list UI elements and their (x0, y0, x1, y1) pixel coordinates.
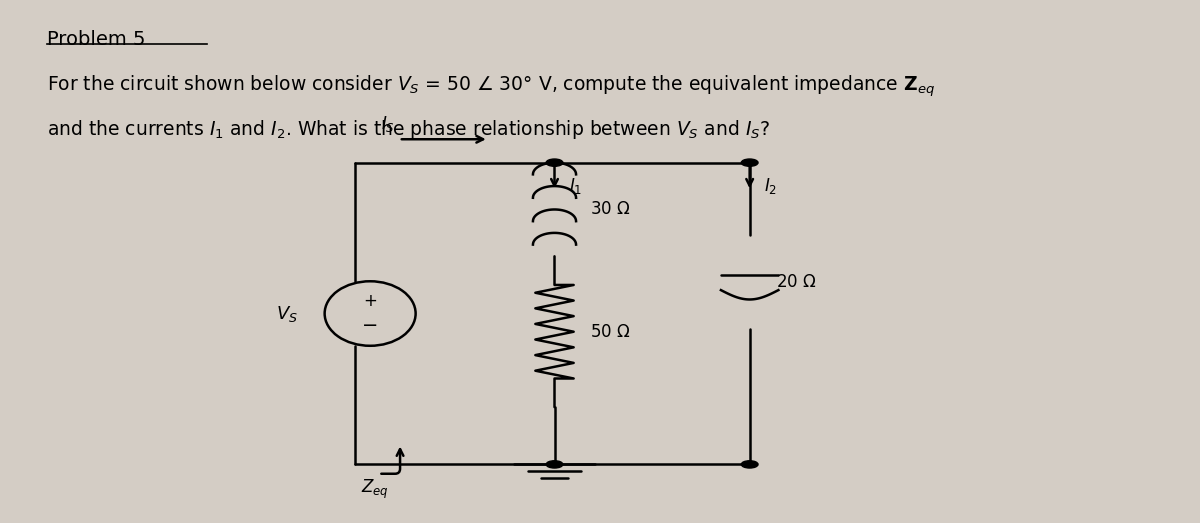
Circle shape (742, 159, 758, 166)
Text: Problem 5: Problem 5 (47, 30, 145, 49)
Circle shape (546, 461, 563, 468)
Text: −: − (362, 316, 378, 335)
Text: For the circuit shown below consider $V_S$ = 50 $\angle$ 30° V, compute the equi: For the circuit shown below consider $V_… (47, 73, 935, 99)
Text: 20 $\Omega$: 20 $\Omega$ (776, 274, 816, 291)
Circle shape (742, 461, 758, 468)
Text: 30 $\Omega$: 30 $\Omega$ (590, 200, 631, 219)
Text: and the currents $I_1$ and $I_2$. What is the phase relationship between $V_S$ a: and the currents $I_1$ and $I_2$. What i… (47, 118, 770, 141)
Text: $I_2$: $I_2$ (764, 176, 778, 196)
Text: $Z_{eq}$: $Z_{eq}$ (360, 477, 389, 501)
Text: +: + (364, 292, 377, 310)
Text: $V_S$: $V_S$ (276, 303, 299, 324)
Text: $I_1$: $I_1$ (569, 176, 582, 196)
Text: 50 $\Omega$: 50 $\Omega$ (590, 323, 631, 340)
Text: $I_S$: $I_S$ (382, 114, 395, 134)
Circle shape (546, 159, 563, 166)
